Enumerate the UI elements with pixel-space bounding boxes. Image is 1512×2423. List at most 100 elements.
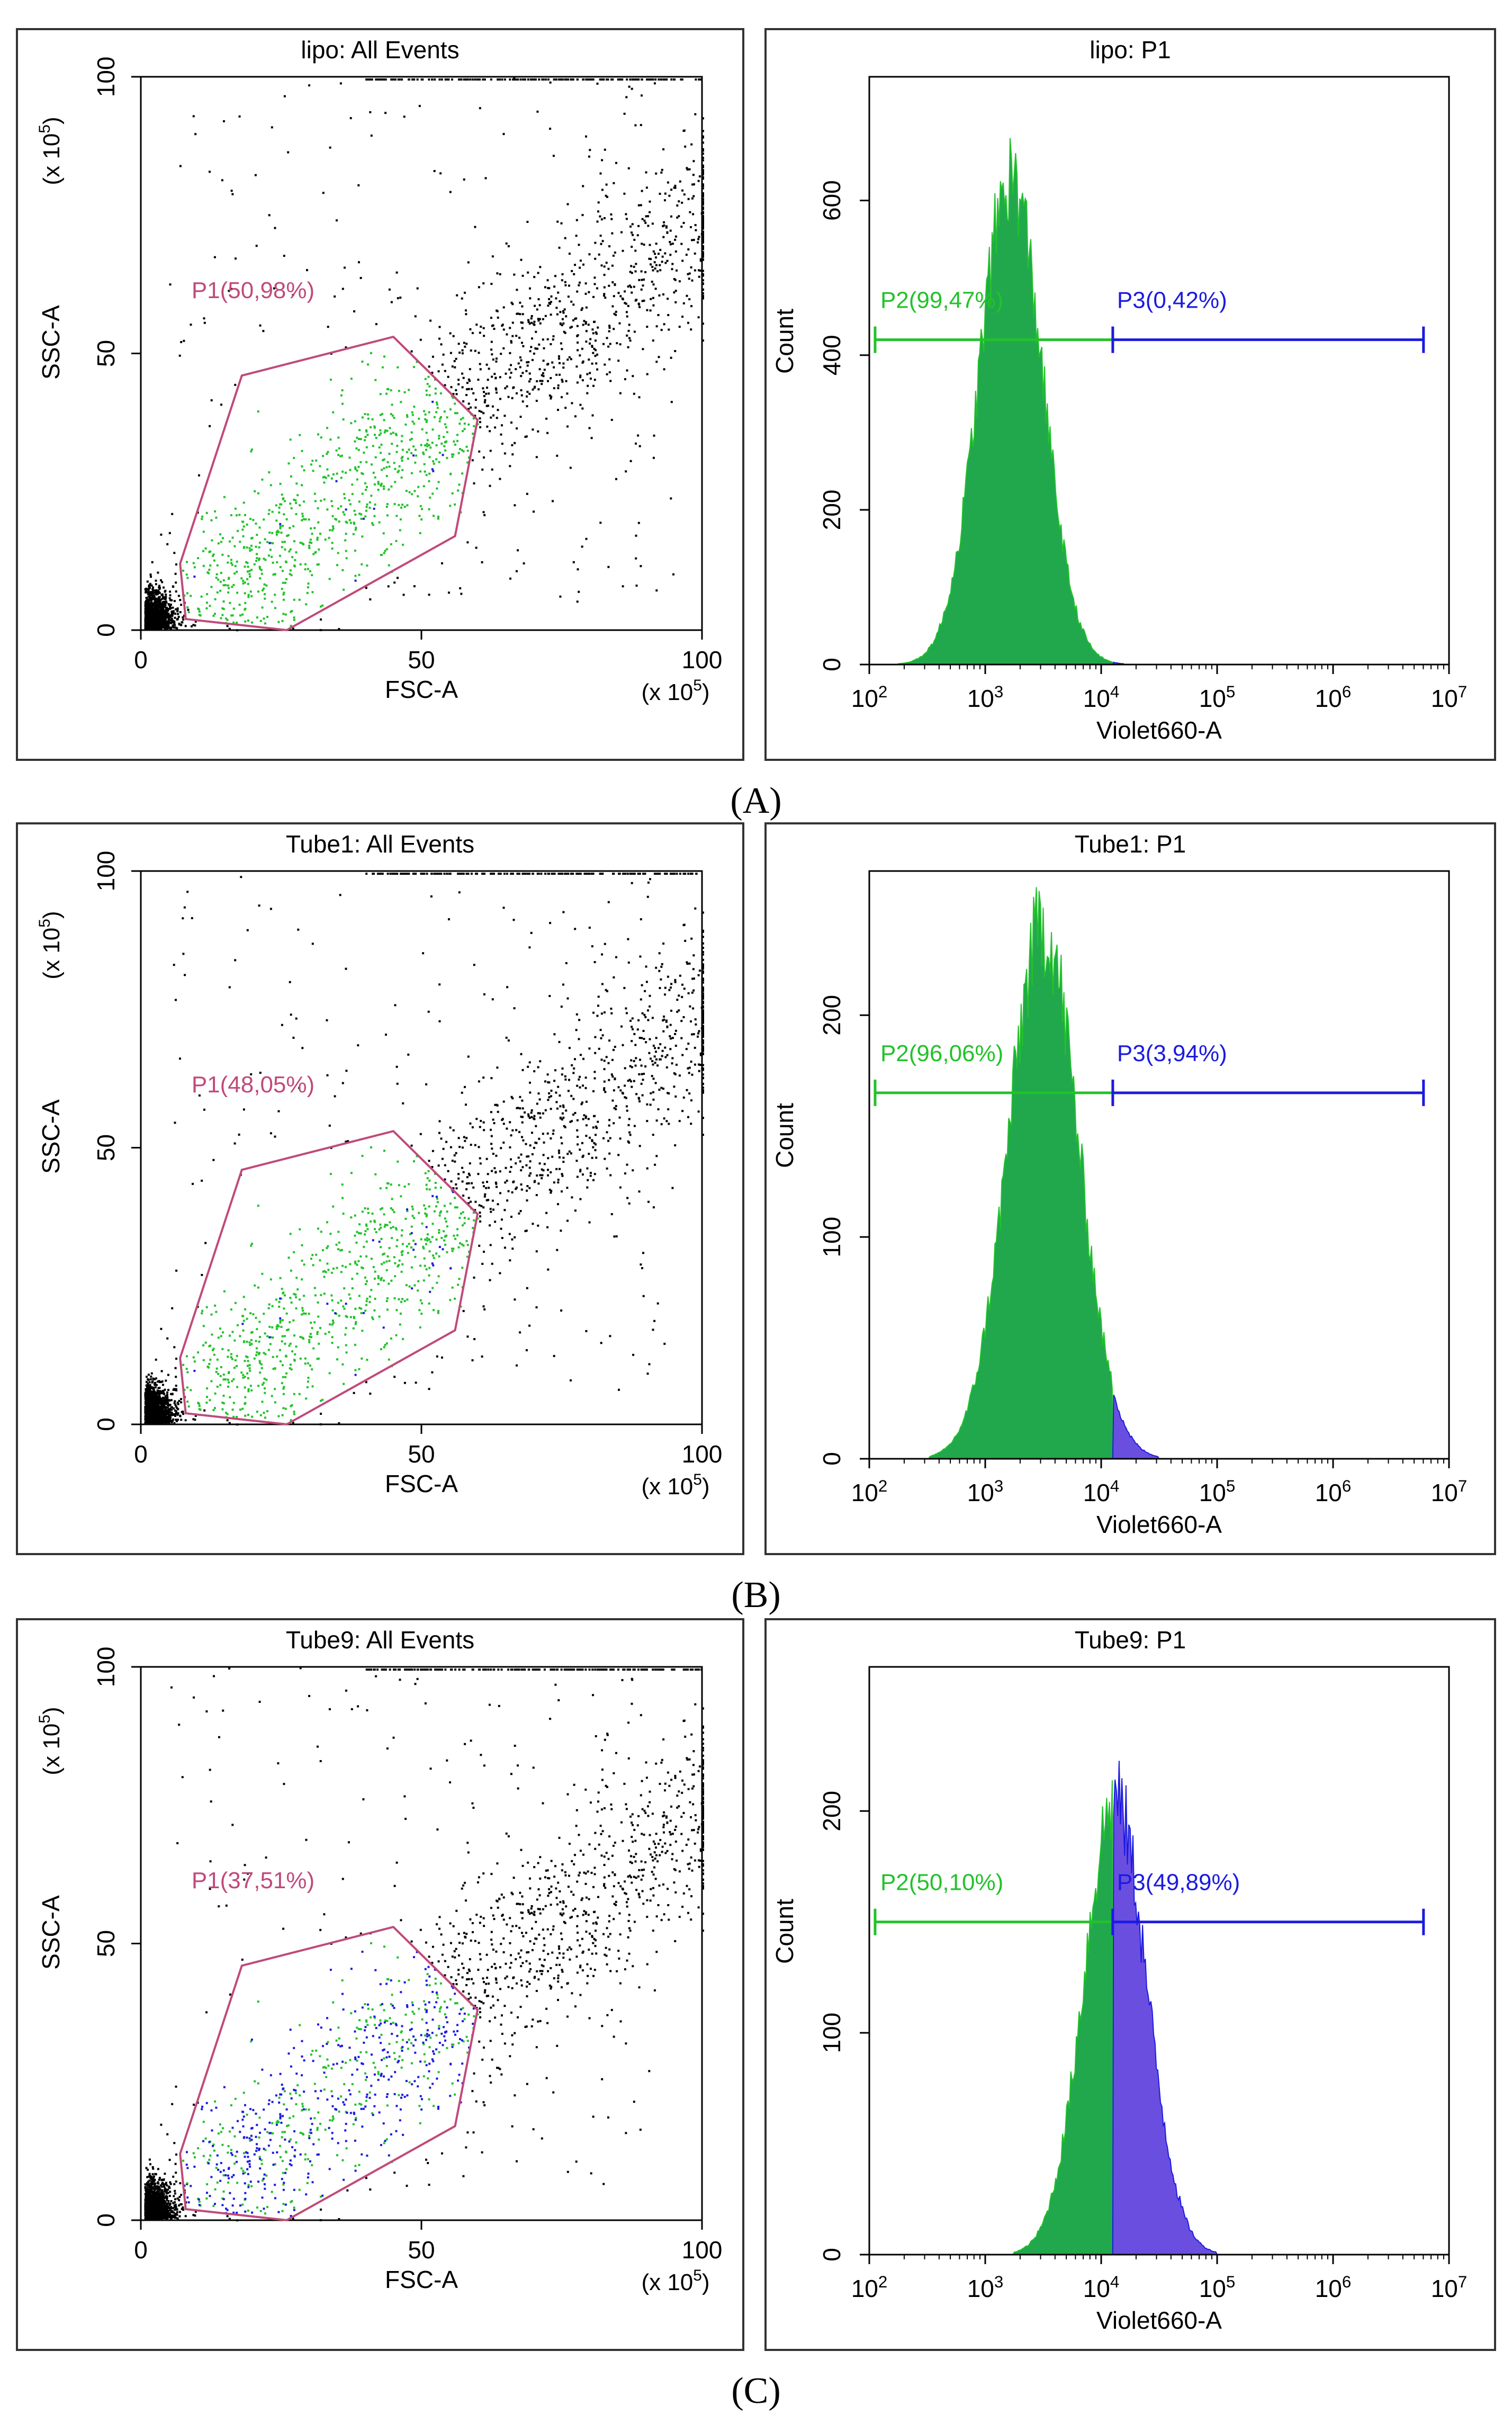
x-tick-label: 107 — [1431, 1477, 1468, 1506]
y-multiplier: (x 105) — [36, 911, 65, 979]
x-tick-label: 104 — [1083, 1477, 1120, 1506]
gate-p1-polygon — [179, 1925, 479, 2222]
x-tick-label: 106 — [1315, 683, 1352, 712]
histogram-panel: lipo: P1 102 103 104 105 106 107 0 200 400 600 Viol… — [764, 28, 1496, 761]
gate-p1-label: P1(37,51%) — [192, 1868, 314, 1893]
histogram-title: Tube1: P1 — [1075, 830, 1186, 858]
x-axis-label: Violet660-A — [1096, 1511, 1222, 1538]
y-tick-label: 0 — [818, 658, 845, 671]
y-tick-label: 100 — [818, 2013, 845, 2053]
y-axis-label: Count — [771, 1103, 798, 1168]
y-axis-label: Count — [771, 1899, 798, 1964]
scatter-panel: Tube1: All Events 0 50 100 0 50 100 FSC-A (x 105… — [16, 822, 744, 1555]
y-tick-label: 400 — [818, 335, 845, 375]
figure-row-3: Tube9: All Events 0 50 100 0 50 100 FSC-A (x 105… — [16, 1618, 1496, 2411]
panel-label: (B) — [731, 1575, 780, 1616]
y-tick-label: 0 — [92, 623, 120, 637]
y-tick-label: 0 — [92, 1417, 120, 1431]
scatter-points — [144, 873, 704, 1426]
x-tick-label: 100 — [682, 2236, 723, 2264]
x-tick-label: 103 — [967, 683, 1004, 712]
histogram-axes-box — [868, 76, 1450, 666]
scatter-panel: lipo: All Events 0 50 100 0 50 100 FSC-A (x 105)… — [16, 28, 744, 761]
scatter-points — [144, 77, 704, 632]
panel-label: (C) — [731, 2371, 780, 2411]
x-tick-label: 0 — [134, 2236, 148, 2264]
x-tick-label: 103 — [967, 1477, 1004, 1506]
scatter-title: lipo: All Events — [301, 36, 459, 64]
y-tick-label: 100 — [92, 851, 120, 892]
x-axis-label: FSC-A — [385, 2266, 458, 2293]
y-tick-label: 0 — [818, 2248, 845, 2262]
gate-p3-label: P3(0,42%) — [1117, 288, 1227, 313]
figure-row-2: Tube1: All Events 0 50 100 0 50 100 FSC-A (x 105… — [16, 822, 1496, 1616]
histogram-axes-box — [868, 870, 1450, 1460]
y-tick-label: 0 — [818, 1452, 845, 1466]
gate-p1-label: P1(50,98%) — [192, 277, 314, 303]
x-tick-label: 0 — [134, 646, 148, 674]
x-tick-label: 107 — [1431, 683, 1468, 712]
y-tick-label: 600 — [818, 180, 845, 221]
x-tick-label: 107 — [1431, 2273, 1468, 2302]
histogram-frame — [764, 822, 1496, 1555]
x-tick-label: 106 — [1315, 2273, 1352, 2302]
y-tick-label: 200 — [818, 490, 845, 531]
x-tick-label: 50 — [408, 646, 435, 674]
gate-p1-polygon — [179, 335, 479, 632]
histogram-frame — [764, 28, 1496, 761]
y-tick-label: 50 — [92, 1930, 120, 1957]
x-tick-label: 102 — [851, 1477, 888, 1506]
x-tick-label: 100 — [682, 1440, 723, 1468]
y-multiplier: (x 105) — [36, 116, 65, 185]
x-tick-label: 50 — [408, 1440, 435, 1468]
x-multiplier: (x 105) — [641, 1471, 709, 1500]
scatter-title: Tube9: All Events — [286, 1626, 474, 1654]
histogram-p2-area — [869, 138, 1114, 665]
x-tick-label: 104 — [1083, 2273, 1120, 2302]
x-tick-label: 105 — [1199, 683, 1236, 712]
gate-p2-label: P2(99,47%) — [880, 288, 1003, 313]
y-tick-label: 50 — [92, 340, 120, 367]
events-gated-green — [182, 1146, 479, 1421]
x-tick-label: 100 — [682, 646, 723, 674]
y-tick-label: 100 — [92, 1647, 120, 1688]
y-tick-label: 100 — [818, 1217, 845, 1258]
y-axis-label: SSC-A — [37, 1895, 65, 1970]
x-tick-label: 102 — [851, 2273, 888, 2302]
gate-p2-label: P2(50,10%) — [880, 1870, 1003, 1896]
x-axis-label: Violet660-A — [1096, 716, 1222, 744]
x-tick-label: 104 — [1083, 683, 1120, 712]
figure-row-1: lipo: All Events 0 50 100 0 50 100 FSC-A (x 105)… — [16, 28, 1496, 821]
histogram-panel: Tube1: P1 102 103 104 105 106 107 0 100 200 Violet… — [764, 822, 1496, 1555]
gate-p1-label: P1(48,05%) — [192, 1072, 314, 1098]
scatter-panel: Tube9: All Events 0 50 100 0 50 100 FSC-A (x 105… — [16, 1618, 744, 2351]
x-multiplier: (x 105) — [641, 677, 709, 705]
x-axis-label: Violet660-A — [1096, 2307, 1222, 2334]
y-tick-label: 50 — [92, 1134, 120, 1161]
histogram-title: Tube9: P1 — [1075, 1626, 1186, 1654]
histogram-axes-box — [868, 1666, 1450, 2256]
gate-p3-label: P3(3,94%) — [1117, 1040, 1227, 1066]
histogram-panel: Tube9: P1 102 103 104 105 106 107 0 100 200 Violet… — [764, 1618, 1496, 2351]
y-tick-label: 200 — [818, 995, 845, 1036]
scatter-title: Tube1: All Events — [286, 830, 474, 858]
x-tick-label: 50 — [408, 2236, 435, 2264]
events-gated-green — [182, 352, 479, 627]
y-tick-label: 0 — [92, 2213, 120, 2227]
x-tick-label: 102 — [851, 683, 888, 712]
y-axis-label: SSC-A — [37, 305, 65, 380]
x-tick-label: 0 — [134, 1440, 148, 1468]
x-tick-label: 105 — [1199, 2273, 1236, 2302]
y-axis-label: Count — [771, 309, 798, 374]
x-tick-label: 103 — [967, 2273, 1004, 2302]
y-tick-label: 200 — [818, 1791, 845, 1832]
y-axis-label: SSC-A — [37, 1099, 65, 1174]
y-multiplier: (x 105) — [36, 1707, 65, 1775]
x-tick-label: 105 — [1199, 1477, 1236, 1506]
gate-p3-label: P3(49,89%) — [1117, 1870, 1240, 1896]
scatter-points — [144, 1667, 704, 2222]
x-axis-label: FSC-A — [385, 1470, 458, 1497]
histogram-title: lipo: P1 — [1090, 36, 1171, 64]
x-axis-label: FSC-A — [385, 676, 458, 703]
